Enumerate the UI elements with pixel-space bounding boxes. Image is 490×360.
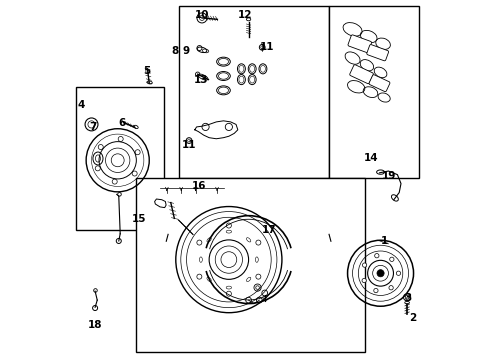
Text: 8: 8 xyxy=(172,46,179,56)
FancyBboxPatch shape xyxy=(348,35,371,53)
Text: 6: 6 xyxy=(119,118,126,128)
Text: 10: 10 xyxy=(195,10,209,20)
Circle shape xyxy=(375,253,379,258)
Text: 9: 9 xyxy=(182,46,189,56)
Circle shape xyxy=(374,288,378,293)
Bar xyxy=(76,87,164,230)
Text: 3: 3 xyxy=(405,293,412,303)
FancyBboxPatch shape xyxy=(367,45,389,61)
FancyBboxPatch shape xyxy=(350,65,373,84)
Text: 4: 4 xyxy=(77,100,85,110)
Text: 17: 17 xyxy=(262,225,277,235)
Circle shape xyxy=(377,270,384,277)
Text: 15: 15 xyxy=(131,215,146,224)
Text: 11: 11 xyxy=(181,140,196,150)
Text: 13: 13 xyxy=(194,75,209,85)
Circle shape xyxy=(390,257,394,261)
Text: 1: 1 xyxy=(381,236,389,246)
Bar xyxy=(179,6,329,178)
Text: 2: 2 xyxy=(409,313,416,323)
Text: 19: 19 xyxy=(382,171,396,181)
Bar xyxy=(136,178,365,352)
Polygon shape xyxy=(155,199,166,208)
Text: 7: 7 xyxy=(90,122,97,132)
Circle shape xyxy=(396,271,401,275)
Bar xyxy=(329,6,419,178)
Text: 11: 11 xyxy=(259,42,274,52)
Text: 14: 14 xyxy=(364,153,379,163)
Circle shape xyxy=(362,278,367,283)
Circle shape xyxy=(389,285,393,290)
Text: 18: 18 xyxy=(88,320,102,330)
Text: 16: 16 xyxy=(192,181,206,192)
Circle shape xyxy=(363,263,367,267)
Text: 5: 5 xyxy=(143,66,150,76)
Text: 12: 12 xyxy=(238,10,252,20)
FancyBboxPatch shape xyxy=(369,75,390,92)
